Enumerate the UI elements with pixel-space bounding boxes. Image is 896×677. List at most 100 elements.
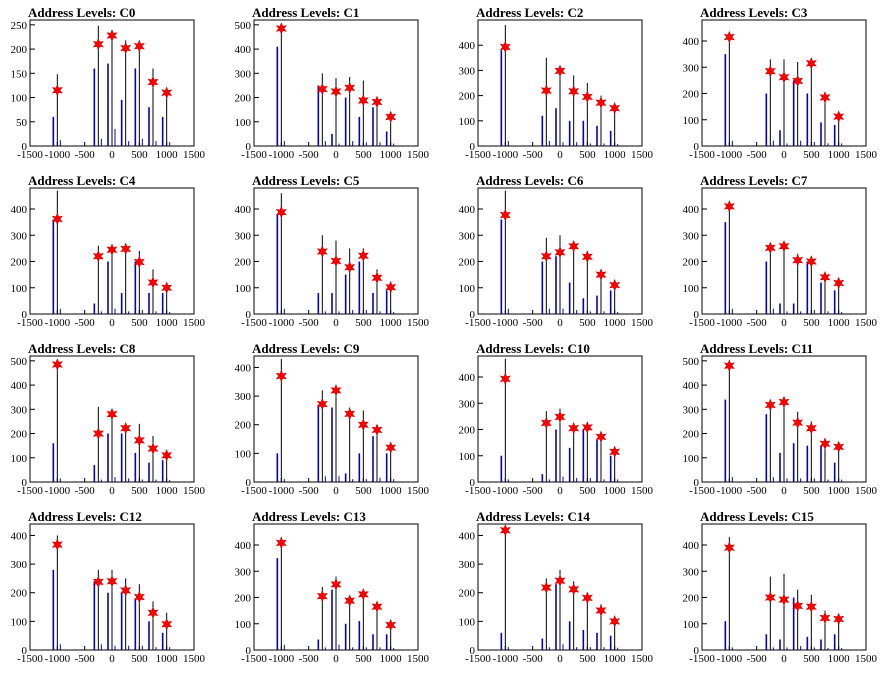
peak-marker <box>344 407 356 421</box>
chart-title: Address Levels: C4 <box>28 173 136 188</box>
peak-marker <box>499 523 511 537</box>
chart-panel: Address Levels: C13 0 100 200 300 400 -1500 -10… <box>235 509 430 665</box>
peak-marker <box>764 591 776 604</box>
x-tick-label: 500 <box>355 149 372 161</box>
y-tick-label: 400 <box>459 530 476 542</box>
y-tick-label: 0 <box>694 141 700 153</box>
peak-marker <box>540 416 552 430</box>
y-tick-label: 400 <box>683 36 700 48</box>
chart-title: Address Levels: C9 <box>252 341 360 356</box>
chart-title: Address Levels: C14 <box>476 509 590 524</box>
x-tick-label: -500 <box>299 317 320 329</box>
y-tick-label: 200 <box>11 44 28 56</box>
peak-marker <box>595 96 607 109</box>
chart-panel: Address Levels: C9 0 100 200 300 400 -1500 -100… <box>235 341 430 497</box>
chart-title: Address Levels: C2 <box>476 5 583 20</box>
peak-marker <box>778 70 790 84</box>
peak-marker <box>764 241 776 255</box>
chart-panel: Address Levels: C80100200300400500-1500-… <box>11 341 206 497</box>
x-tick-label: -1000 <box>268 149 294 161</box>
x-tick-label: 0 <box>557 317 563 329</box>
x-tick-label: 500 <box>131 653 148 665</box>
x-tick-label: -1500 <box>465 317 491 329</box>
y-tick-label: 0 <box>246 477 252 489</box>
peak-marker <box>819 91 831 104</box>
y-tick-label: 400 <box>459 204 476 216</box>
x-tick-label: -1500 <box>241 485 267 497</box>
x-tick-label: -500 <box>523 653 544 665</box>
x-tick-label: 1500 <box>407 149 430 161</box>
x-tick-label: 0 <box>333 653 339 665</box>
peak-marker <box>778 395 790 409</box>
y-tick-label: 200 <box>459 425 476 437</box>
y-tick-label: 400 <box>235 540 252 552</box>
chart-panel: Address Levels: C7 0 100 200 300 400 -1500 -100… <box>683 173 878 329</box>
x-tick-label: 500 <box>803 653 820 665</box>
y-tick-label: 300 <box>683 230 700 242</box>
peak-marker <box>385 618 397 632</box>
chart-title: Address Levels: C10 <box>476 341 590 356</box>
x-tick-label: 1000 <box>380 485 403 497</box>
x-tick-label: 500 <box>803 149 820 161</box>
x-tick-label: 1000 <box>828 149 851 161</box>
peak-marker <box>147 276 159 289</box>
y-tick-label: 100 <box>683 115 700 127</box>
x-tick-label: 1500 <box>183 149 206 161</box>
y-tick-label: 200 <box>235 593 252 605</box>
x-tick-label: 0 <box>109 317 115 329</box>
peak-marker <box>723 30 735 44</box>
peak-marker <box>106 243 118 256</box>
x-tick-label: 1500 <box>855 653 878 665</box>
chart-title: Address Levels: C11 <box>700 341 813 356</box>
y-tick-label: 400 <box>235 44 252 56</box>
y-tick-label: 100 <box>235 117 252 129</box>
x-tick-label: -500 <box>75 149 96 161</box>
peak-marker <box>540 581 552 594</box>
peak-marker <box>316 245 328 258</box>
peak-marker <box>316 589 328 603</box>
peak-marker <box>147 442 159 455</box>
peak-marker <box>161 86 173 99</box>
chart-title: Address Levels: C7 <box>700 173 808 188</box>
y-tick-label: 0 <box>694 645 700 657</box>
peak-marker <box>371 95 383 109</box>
peak-marker <box>778 593 790 606</box>
peak-marker <box>609 278 621 292</box>
peak-marker <box>833 612 845 626</box>
x-tick-label: -1500 <box>689 317 715 329</box>
y-tick-label: 100 <box>235 283 252 295</box>
peak-marker <box>316 82 328 96</box>
y-tick-label: 400 <box>683 204 700 216</box>
peak-marker <box>51 83 63 97</box>
y-tick-label: 500 <box>683 356 700 368</box>
x-tick-label: 0 <box>557 485 563 497</box>
peak-marker <box>371 600 383 613</box>
peak-marker <box>92 575 104 589</box>
peak-marker <box>385 110 397 124</box>
peak-marker <box>581 421 593 434</box>
peak-marker <box>581 90 593 104</box>
peak-marker <box>275 205 287 219</box>
peak-marker <box>723 359 735 372</box>
chart-title: Address Levels: C0 <box>28 5 135 20</box>
x-tick-label: 0 <box>109 149 115 161</box>
peak-marker <box>133 39 145 53</box>
x-tick-label: 1000 <box>380 653 403 665</box>
peak-marker <box>609 615 621 628</box>
y-tick-label: 400 <box>683 540 700 552</box>
x-tick-label: 1000 <box>604 317 627 329</box>
x-tick-label: 0 <box>333 485 339 497</box>
x-tick-label: 0 <box>781 149 787 161</box>
x-tick-label: -1000 <box>44 653 70 665</box>
x-tick-label: 500 <box>355 317 372 329</box>
x-tick-label: -1000 <box>716 653 742 665</box>
chart-title: Address Levels: C6 <box>476 173 584 188</box>
peak-marker <box>568 239 580 253</box>
x-tick-label: 500 <box>131 317 148 329</box>
x-tick-label: -1000 <box>268 653 294 665</box>
peak-marker <box>778 239 790 253</box>
x-tick-label: -1500 <box>465 653 491 665</box>
x-tick-label: 1500 <box>407 317 430 329</box>
x-tick-label: 1000 <box>156 485 179 497</box>
